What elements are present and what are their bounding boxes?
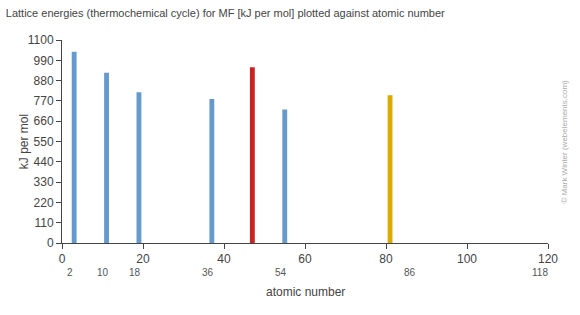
svg-text:kJ per mol: kJ per mol [17, 114, 31, 169]
svg-text:1100: 1100 [28, 33, 54, 47]
svg-text:© Mark Winter (webelements.com: © Mark Winter (webelements.com) [560, 80, 569, 204]
svg-text:100: 100 [457, 252, 477, 266]
svg-text:atomic number: atomic number [266, 285, 345, 299]
svg-text:110: 110 [34, 216, 53, 230]
svg-text:118: 118 [532, 267, 548, 278]
svg-text:120: 120 [538, 252, 558, 266]
svg-text:220: 220 [34, 196, 54, 210]
svg-text:Lattice energies (thermochemic: Lattice energies (thermochemical cycle) … [6, 7, 445, 19]
svg-text:80: 80 [379, 252, 393, 266]
svg-text:18: 18 [129, 267, 141, 278]
svg-text:990: 990 [34, 54, 54, 68]
svg-text:440: 440 [34, 155, 54, 169]
svg-text:86: 86 [404, 267, 416, 278]
svg-text:60: 60 [298, 252, 312, 266]
svg-text:10: 10 [97, 267, 109, 278]
svg-text:0: 0 [59, 252, 66, 266]
svg-text:660: 660 [34, 114, 54, 128]
svg-text:330: 330 [34, 175, 54, 189]
svg-text:20: 20 [136, 252, 150, 266]
svg-text:0: 0 [47, 236, 54, 250]
svg-text:880: 880 [34, 74, 54, 88]
svg-text:40: 40 [217, 252, 231, 266]
svg-text:550: 550 [34, 135, 54, 149]
svg-text:36: 36 [202, 267, 214, 278]
svg-text:770: 770 [34, 94, 54, 108]
svg-text:2: 2 [67, 267, 73, 278]
svg-text:54: 54 [275, 267, 287, 278]
